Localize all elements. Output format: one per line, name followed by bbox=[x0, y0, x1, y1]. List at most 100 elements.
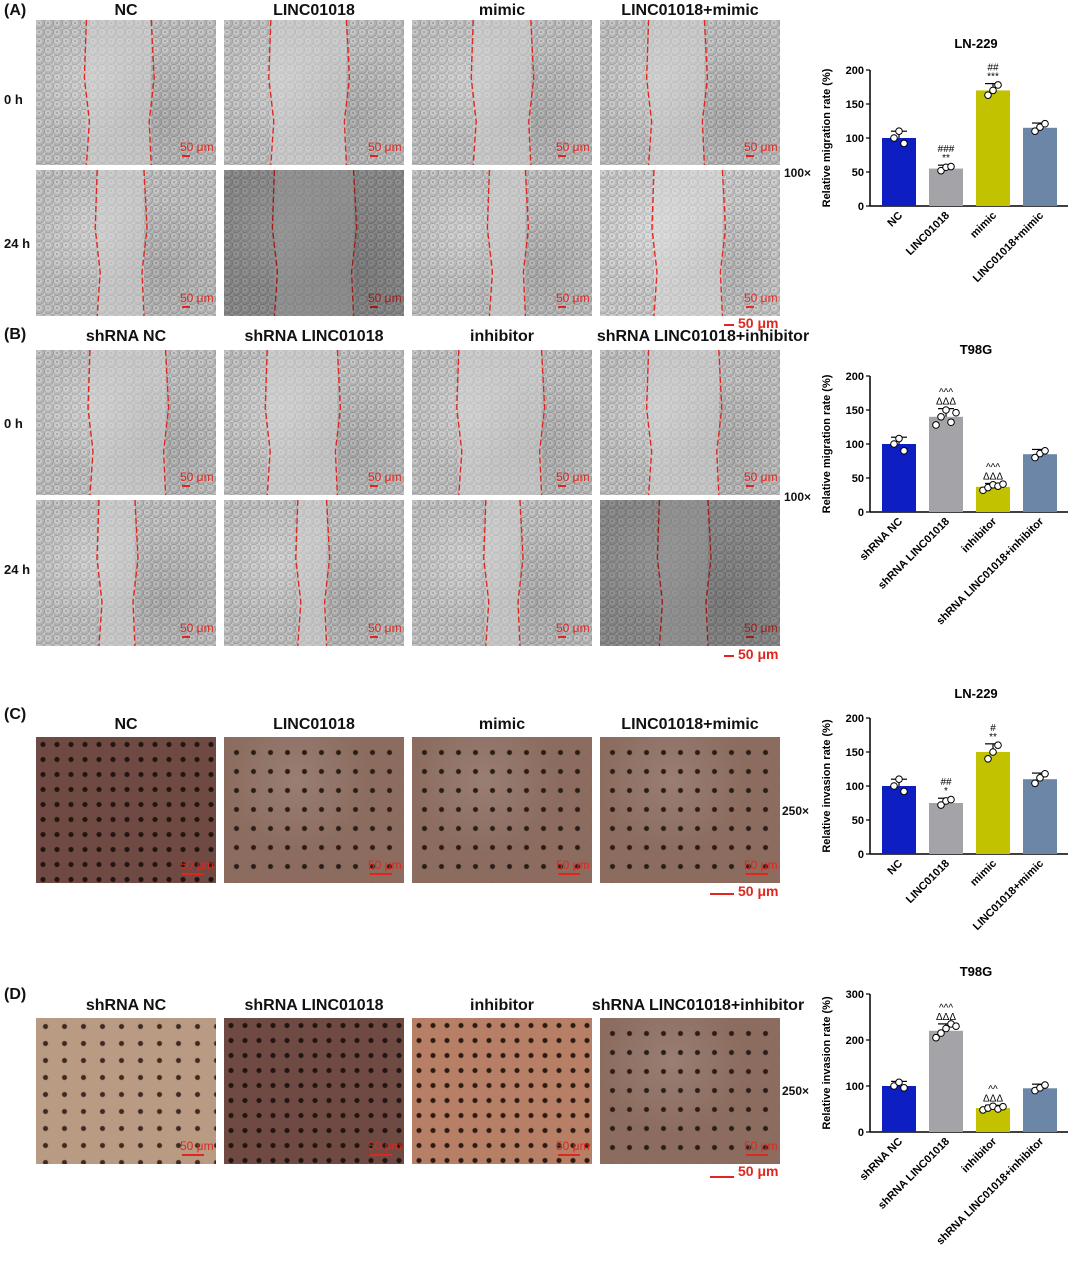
data-point bbox=[942, 1024, 950, 1033]
data-point bbox=[890, 440, 898, 448]
bar bbox=[976, 752, 1010, 854]
wound-edge-line bbox=[716, 350, 723, 495]
data-point bbox=[994, 741, 1002, 749]
significance-label: ** bbox=[989, 732, 997, 743]
panel-b-row-0h: 0 h bbox=[4, 416, 23, 431]
tile-scale-bar bbox=[746, 636, 754, 638]
panel-c-col-1: NC bbox=[114, 716, 138, 733]
x-tick-label: shRNA NC bbox=[858, 1136, 906, 1184]
wound-area bbox=[648, 350, 719, 495]
micrograph-tile: 50 μm bbox=[412, 737, 592, 883]
bar bbox=[929, 416, 963, 512]
data-point bbox=[1031, 779, 1039, 788]
wound-area bbox=[473, 20, 531, 165]
panel-a-col-3: mimic bbox=[478, 2, 526, 19]
y-tick-label: 50 bbox=[852, 167, 864, 179]
significance-label: * bbox=[944, 786, 948, 797]
panel-a-col-2: LINC01018 bbox=[273, 2, 355, 19]
tile-scale-label: 50 μm bbox=[180, 140, 214, 154]
bar bbox=[1023, 779, 1057, 854]
y-tick-label: 200 bbox=[846, 371, 864, 383]
micrograph-tile: 50 μm bbox=[412, 1018, 592, 1164]
wound-edge-line bbox=[350, 170, 358, 316]
wound-area bbox=[274, 170, 354, 316]
micrograph-tile: 50 μm bbox=[412, 170, 592, 316]
y-axis-label: Relative invasion rate (%) bbox=[821, 996, 833, 1130]
wound-area bbox=[97, 170, 144, 316]
wound-edge-line bbox=[343, 20, 351, 165]
wound-area bbox=[86, 20, 152, 165]
y-tick-label: 100 bbox=[846, 439, 864, 451]
panel-d-scalebar-label: 50 μm bbox=[738, 1163, 779, 1179]
tile-scale-bar bbox=[182, 1154, 204, 1156]
panel-c-scalebar bbox=[710, 893, 734, 895]
x-tick-label: inhibitor bbox=[960, 1135, 1000, 1175]
panel-a-row-24h: 24 h bbox=[4, 236, 31, 251]
tile-scale-bar bbox=[370, 306, 378, 308]
micrograph-tile: 50 μm bbox=[600, 170, 780, 316]
data-point bbox=[989, 86, 997, 95]
tile-scale-bar bbox=[370, 1154, 392, 1156]
data-point bbox=[952, 1022, 960, 1030]
chart-invasion-ln229: LN-229 Relative invasion rate (%) 0 50 100 15… bbox=[821, 686, 1068, 933]
wound-area bbox=[90, 350, 166, 495]
x-tick-label: mimic bbox=[968, 210, 999, 241]
chart-invasion-t98g: T98G Relative invasion rate (%) 0 100 200 300… bbox=[821, 964, 1068, 1247]
significance-label: # bbox=[990, 723, 996, 734]
micrograph-tile: 50 μm bbox=[412, 20, 592, 165]
data-point bbox=[947, 418, 955, 427]
tile-scale-label: 50 μm bbox=[744, 1139, 778, 1153]
significance-label: ## bbox=[940, 777, 952, 788]
panel-a-scalebar bbox=[724, 324, 734, 326]
tile-scale-bar bbox=[746, 485, 754, 487]
x-tick-label: LINC01018 bbox=[904, 858, 952, 906]
micrograph-tile: 50 μm bbox=[224, 500, 404, 646]
y-tick-label: 50 bbox=[852, 473, 864, 485]
tile-scale-bar bbox=[558, 155, 566, 157]
y-tick-label: 200 bbox=[846, 65, 864, 77]
tile-scale-label: 50 μm bbox=[744, 470, 778, 484]
data-point bbox=[989, 748, 997, 756]
panel-b-magnification: 100× bbox=[784, 490, 812, 504]
y-axis-label: Relative migration rate (%) bbox=[821, 374, 833, 513]
micrograph-tile: 50 μm bbox=[600, 1018, 780, 1164]
tile-scale-label: 50 μm bbox=[368, 140, 402, 154]
wound-area bbox=[654, 170, 723, 316]
wound-edge-line bbox=[522, 170, 530, 316]
x-tick-label: NC bbox=[885, 858, 905, 878]
data-point bbox=[895, 434, 903, 443]
panel-a-row-0h: 0 h bbox=[4, 92, 23, 107]
y-tick-label: 0 bbox=[858, 1127, 864, 1139]
panel-b-label: (B) bbox=[4, 326, 27, 343]
x-tick-label: LINC01018 bbox=[904, 210, 952, 258]
data-point bbox=[900, 139, 908, 148]
panel-d-scalebar bbox=[710, 1176, 734, 1178]
wound-area bbox=[267, 350, 338, 495]
tile-scale-label: 50 μm bbox=[556, 621, 590, 635]
tile-scale-bar bbox=[370, 636, 378, 638]
micrograph-tile: 50 μm bbox=[412, 500, 592, 646]
wound-edge-line bbox=[268, 20, 275, 165]
tile-scale-label: 50 μm bbox=[180, 621, 214, 635]
tile-scale-bar bbox=[370, 155, 378, 157]
data-point bbox=[890, 134, 898, 142]
wound-area bbox=[297, 500, 327, 646]
panel-b-col-1: shRNA NC bbox=[85, 328, 167, 345]
bar bbox=[1023, 454, 1057, 512]
wound-edge-line bbox=[83, 20, 91, 165]
significance-label: ^^ bbox=[988, 1084, 998, 1095]
tile-scale-label: 50 μm bbox=[368, 621, 402, 635]
wound-edge-line bbox=[271, 170, 279, 316]
wound-edge-line bbox=[486, 170, 494, 316]
wound-edge-line bbox=[651, 170, 658, 316]
panel-a-magnification: 100× bbox=[784, 166, 812, 180]
data-point bbox=[984, 755, 992, 763]
tile-scale-bar bbox=[558, 485, 566, 487]
wound-area bbox=[489, 170, 526, 316]
tile-scale-label: 50 μm bbox=[368, 470, 402, 484]
panel-d-col-1: shRNA NC bbox=[85, 997, 167, 1014]
micrograph-tile: 50 μm bbox=[224, 20, 404, 165]
tile-scale-label: 50 μm bbox=[744, 858, 778, 872]
tile-scale-label: 50 μm bbox=[180, 291, 214, 305]
data-point bbox=[1041, 769, 1049, 778]
